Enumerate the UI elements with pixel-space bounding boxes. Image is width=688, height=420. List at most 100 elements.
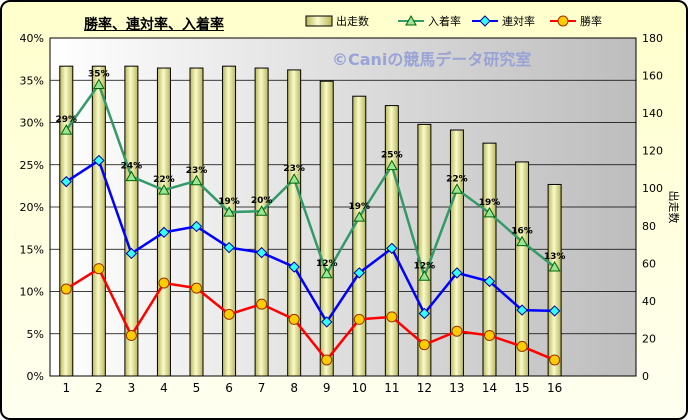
data-label: 13% [544, 252, 566, 262]
line-marker [386, 311, 398, 323]
x-tick-label: 14 [482, 381, 497, 395]
bar [352, 95, 367, 377]
data-label: 35% [88, 69, 110, 79]
line-marker [451, 183, 463, 194]
line-marker [516, 235, 528, 247]
line-marker [320, 267, 333, 279]
data-label: 19% [218, 197, 240, 207]
line-marker [484, 329, 495, 341]
line-marker [483, 206, 496, 218]
x-tick-label: 5 [193, 381, 201, 395]
y-right-tick-label: 160 [642, 70, 663, 83]
y-right-tick-label: 180 [642, 32, 663, 45]
line-marker [451, 325, 463, 337]
bar [156, 67, 171, 377]
y-left-tick-label: 40% [20, 32, 44, 45]
line-marker [353, 313, 365, 325]
line-marker [548, 305, 561, 317]
bar [59, 65, 74, 377]
x-tick-label: 16 [547, 381, 562, 395]
bar [124, 65, 139, 377]
line-marker [191, 282, 202, 294]
line-marker [483, 275, 496, 288]
line-marker [405, 14, 417, 26]
bar [254, 67, 269, 377]
data-label: 19% [349, 202, 371, 212]
watermark: ©Caniの競馬データ研究室 [332, 50, 532, 69]
line-marker [93, 154, 105, 167]
data-label: 23% [186, 166, 208, 176]
bar [417, 123, 432, 377]
line-marker [125, 170, 138, 182]
data-label: 29% [56, 115, 78, 125]
y-left-tick-label: 35% [20, 74, 44, 87]
x-tick-label: 8 [290, 381, 298, 395]
data-label: 16% [511, 227, 533, 237]
line-marker [548, 260, 561, 272]
bar [287, 69, 302, 377]
bar [384, 105, 399, 377]
line-marker [93, 263, 105, 275]
bar [449, 129, 464, 377]
line-marker [255, 205, 268, 216]
data-label: 24% [121, 162, 143, 172]
x-tick-label: 3 [128, 381, 136, 395]
y-right-tick-label: 0 [642, 370, 649, 383]
data-label: 20% [251, 196, 273, 206]
line-marker [321, 316, 333, 328]
line-marker [479, 15, 491, 27]
line-marker [125, 247, 138, 260]
line-marker [223, 308, 235, 320]
line-marker [451, 267, 463, 279]
line-marker [549, 354, 561, 366]
line-marker [516, 304, 528, 316]
line-marker [353, 267, 365, 279]
series-line [65, 266, 556, 362]
line-marker [60, 124, 73, 135]
data-label: 12% [414, 261, 436, 271]
legend-label: 入着率 [428, 14, 461, 28]
line-marker [386, 242, 398, 255]
line-marker [385, 159, 398, 171]
line-marker [353, 211, 366, 222]
legend-label: 勝率 [580, 14, 602, 28]
x-tick-label: 13 [449, 381, 464, 395]
line-marker [158, 184, 170, 195]
y-right-tick-label: 80 [642, 220, 656, 233]
y-left-tick-label: 25% [20, 159, 44, 172]
line-marker [321, 354, 333, 366]
y-left-tick-label: 10% [20, 286, 44, 299]
line-marker [223, 241, 235, 254]
line-marker [256, 298, 268, 310]
y-right-tick-label: 60 [642, 257, 656, 270]
series-line [65, 81, 556, 281]
data-label: 22% [153, 175, 175, 185]
x-tick-label: 15 [514, 381, 529, 395]
bar [515, 161, 530, 377]
y-left-tick-label: 30% [20, 117, 44, 130]
line-marker [60, 283, 72, 295]
line-marker [288, 173, 301, 184]
line-marker [158, 226, 170, 239]
legend-label: 連対率 [502, 14, 535, 28]
x-tick-label: 1 [62, 381, 70, 395]
bar [482, 142, 497, 377]
x-tick-label: 4 [160, 381, 168, 395]
y-right-tick-label: 120 [642, 145, 663, 158]
line-marker [516, 340, 528, 352]
legend-swatch [305, 15, 333, 27]
line-marker [190, 174, 203, 186]
line-marker [418, 307, 431, 320]
x-tick-label: 6 [225, 381, 233, 395]
line-marker [158, 277, 170, 289]
data-label: 22% [446, 174, 468, 184]
data-label: 19% [479, 198, 501, 208]
y-right-tick-label: 20 [642, 332, 656, 345]
bar [547, 183, 562, 377]
y-left-tick-label: 20% [20, 201, 44, 214]
data-label: 12% [316, 259, 338, 269]
series-line [65, 158, 555, 325]
line-marker [223, 206, 235, 217]
y-right-tick-label: 100 [642, 182, 663, 195]
